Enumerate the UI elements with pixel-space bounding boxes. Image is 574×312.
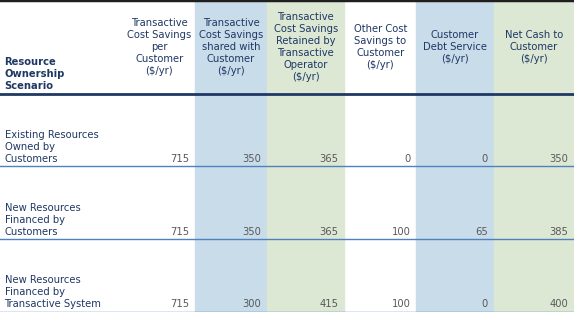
Text: 300: 300 [242, 300, 261, 310]
Text: 365: 365 [320, 227, 339, 237]
Text: Customer
Debt Service
($/yr): Customer Debt Service ($/yr) [423, 30, 487, 64]
Text: Transactive
Cost Savings
Retained by
Transactive
Operator
($/yr): Transactive Cost Savings Retained by Tra… [274, 12, 338, 82]
Bar [494, 0, 574, 312]
Text: 0: 0 [404, 154, 410, 164]
Text: 100: 100 [391, 300, 410, 310]
Text: Other Cost
Savings to
Customer
($/yr): Other Cost Savings to Customer ($/yr) [354, 24, 407, 70]
Text: Net Cash to
Customer
($/yr): Net Cash to Customer ($/yr) [505, 30, 563, 64]
Text: 0: 0 [482, 300, 488, 310]
Text: Transactive
Cost Savings
per
Customer
($/yr): Transactive Cost Savings per Customer ($… [127, 18, 191, 76]
Text: 350: 350 [242, 227, 261, 237]
Text: 415: 415 [320, 300, 339, 310]
Text: Resource
Ownership
Scenario: Resource Ownership Scenario [5, 57, 65, 91]
Text: New Resources
Financed by
Transactive System: New Resources Financed by Transactive Sy… [5, 275, 102, 310]
Text: 65: 65 [475, 227, 488, 237]
Text: 350: 350 [242, 154, 261, 164]
Text: 715: 715 [170, 227, 189, 237]
Text: 365: 365 [320, 154, 339, 164]
Bar [195, 0, 267, 312]
Text: 100: 100 [391, 227, 410, 237]
Bar [416, 0, 494, 312]
Text: 715: 715 [170, 154, 189, 164]
Text: 715: 715 [170, 300, 189, 310]
Bar [267, 0, 344, 312]
Text: 385: 385 [549, 227, 568, 237]
Text: Transactive
Cost Savings
shared with
Customer
($/yr): Transactive Cost Savings shared with Cus… [199, 18, 263, 76]
Text: 350: 350 [549, 154, 568, 164]
Text: Existing Resources
Owned by
Customers: Existing Resources Owned by Customers [5, 130, 98, 164]
Text: 400: 400 [549, 300, 568, 310]
Text: New Resources
Financed by
Customers: New Resources Financed by Customers [5, 203, 80, 237]
Text: 0: 0 [482, 154, 488, 164]
